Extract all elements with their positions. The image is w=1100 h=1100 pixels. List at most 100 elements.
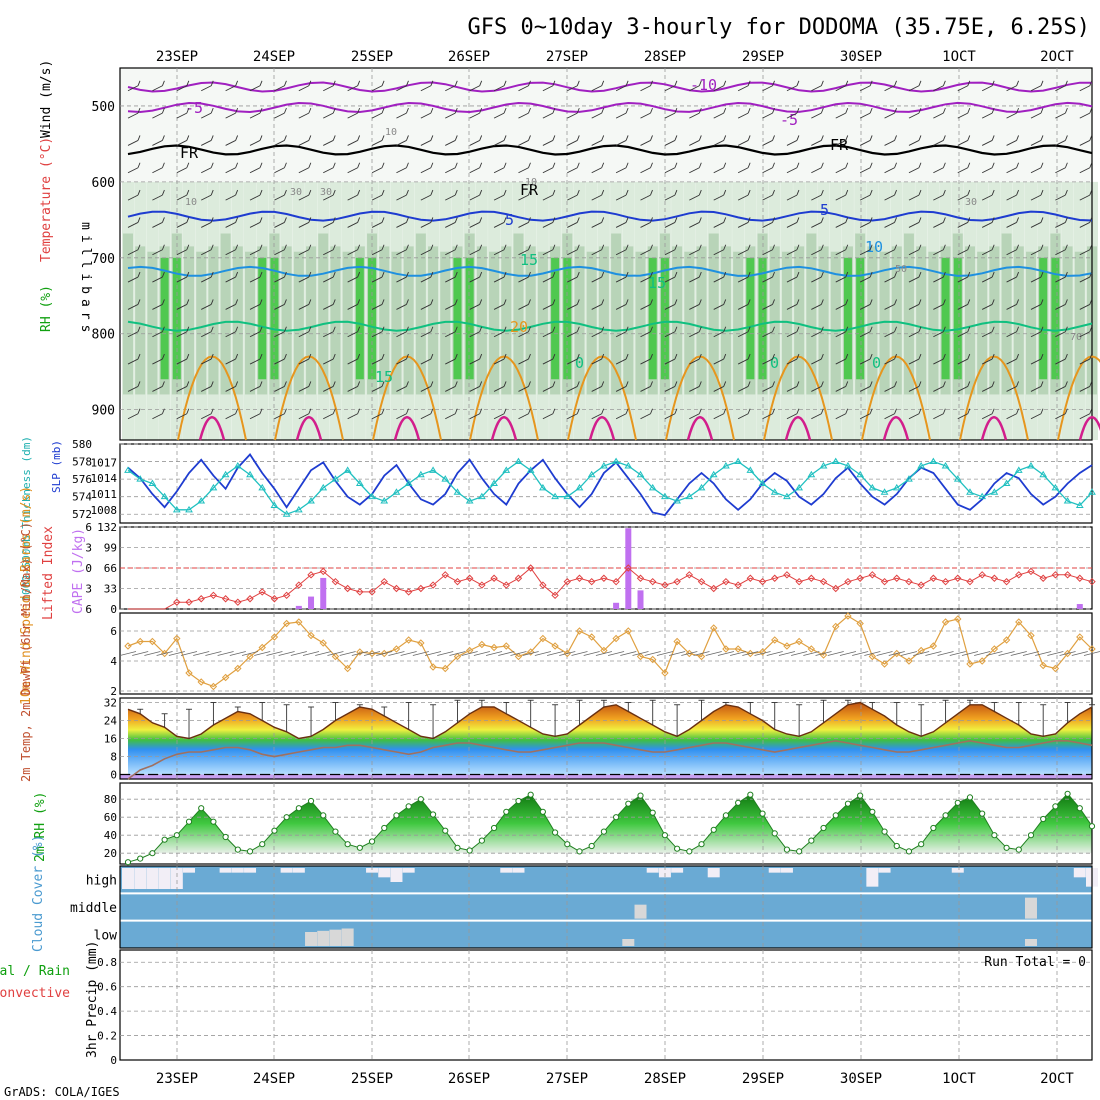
- wind-barb: [625, 80, 629, 86]
- wind-barb: [308, 299, 312, 305]
- wind-barb: [454, 326, 458, 332]
- wind-barb: [869, 299, 873, 305]
- wind-barb: [918, 162, 922, 168]
- lifted-marker: [563, 577, 571, 586]
- wind-marker: [429, 663, 437, 671]
- lifted-marker: [734, 581, 742, 589]
- wind-barb: [766, 651, 783, 656]
- contour-label: FR: [520, 181, 539, 199]
- lifted-marker: [173, 598, 181, 606]
- wind-barb: [528, 271, 531, 278]
- rh-shade: [672, 246, 683, 395]
- thickness-marker: [282, 510, 291, 517]
- wind-barb: [235, 353, 239, 360]
- rh-marker: [429, 811, 437, 818]
- date-label-bottom: 25SEP: [351, 1071, 393, 1087]
- wind-barb: [381, 217, 385, 223]
- wind-barb: [772, 107, 775, 114]
- rh-shade: [733, 251, 744, 395]
- wind-barb: [650, 107, 653, 114]
- thickness-marker: [905, 475, 913, 482]
- wind-barb: [615, 112, 627, 119]
- wind-barb: [656, 651, 674, 656]
- wind-barb: [762, 85, 773, 92]
- wind-barb: [503, 408, 507, 414]
- wind-barb: [1030, 249, 1042, 256]
- date-axis-top: 23SEP 24SEP 25SEP 26SEP 27SEP 28SEP 29SEP 30SEP…: [156, 49, 1075, 65]
- precip-tick-label: 0: [110, 1054, 117, 1067]
- wind-barb: [859, 249, 871, 256]
- wind-marker: [221, 673, 230, 682]
- wind-barb: [1030, 140, 1042, 146]
- wind-marker: [209, 682, 218, 691]
- wind-barb: [469, 331, 480, 338]
- wind-barb: [144, 651, 161, 656]
- wind-barb: [957, 358, 968, 365]
- wind-barb: [274, 413, 285, 420]
- wind-barb: [747, 217, 751, 223]
- wind-barb: [420, 222, 432, 228]
- thickness-marker: [673, 497, 681, 504]
- wind-barb: [933, 331, 944, 338]
- rh-marker: [905, 848, 913, 855]
- wind-barb: [1079, 276, 1090, 283]
- wind-barb: [693, 651, 710, 656]
- wind-barb: [176, 167, 188, 174]
- wind-barb: [730, 651, 747, 656]
- wind-barb: [420, 413, 432, 420]
- wind-barb: [888, 651, 905, 656]
- lifted-marker: [1039, 574, 1047, 582]
- wind-barb: [274, 85, 285, 92]
- lifted-marker: [307, 571, 315, 579]
- wind-barb: [869, 217, 873, 223]
- rh-marker: [735, 799, 742, 806]
- wind-barb: [908, 112, 920, 119]
- wind-barb: [347, 304, 358, 310]
- wind-barb: [357, 244, 361, 250]
- wind-barb: [473, 651, 490, 656]
- lifted-marker: [612, 577, 620, 586]
- lifted-marker: [1076, 574, 1084, 582]
- pressure-tick-label: 800: [92, 328, 115, 343]
- lifted-marker: [331, 577, 340, 586]
- rh-shade: [513, 233, 524, 395]
- wind-marker: [490, 643, 498, 652]
- wind-marker: [905, 657, 913, 665]
- rh-marker: [454, 844, 461, 851]
- wind-barb: [737, 386, 749, 392]
- wind-barb: [284, 299, 287, 305]
- thickness-marker: [1075, 501, 1084, 508]
- wind-barb: [1006, 222, 1017, 228]
- wind-barb: [650, 162, 653, 168]
- cloud-bar: [402, 868, 415, 873]
- wind-barb: [152, 331, 163, 338]
- wind-marker: [514, 652, 523, 661]
- wind-barb: [1079, 167, 1090, 174]
- wind-barb: [445, 85, 456, 92]
- wind-barb: [894, 299, 897, 305]
- wind-barb: [1040, 244, 1044, 250]
- cape-ylabel: Lifted Index CAPE (J/kg): [41, 526, 86, 620]
- wind-barb: [542, 249, 554, 256]
- lifted-marker: [551, 591, 559, 600]
- wind-barb: [835, 222, 846, 228]
- wind-barb: [363, 651, 381, 656]
- wind-barb: [918, 326, 922, 332]
- rh-shade: [563, 257, 572, 380]
- wind-barb: [576, 217, 580, 223]
- wind-barb: [737, 194, 749, 201]
- wind-barb: [737, 112, 749, 119]
- wind-barb: [852, 651, 869, 656]
- contour-label: 0: [872, 354, 881, 372]
- rh-marker: [722, 812, 730, 819]
- wind-barb: [1022, 651, 1040, 656]
- wind-barb: [210, 80, 214, 86]
- wind-barb: [503, 326, 507, 332]
- wind-barb: [1064, 189, 1068, 196]
- wind-barb: [845, 408, 849, 414]
- wind-barb: [698, 162, 702, 168]
- wind-barb: [381, 135, 385, 141]
- lifted-marker: [478, 581, 486, 589]
- wind-barb: [449, 651, 466, 656]
- wind-barb: [274, 304, 285, 310]
